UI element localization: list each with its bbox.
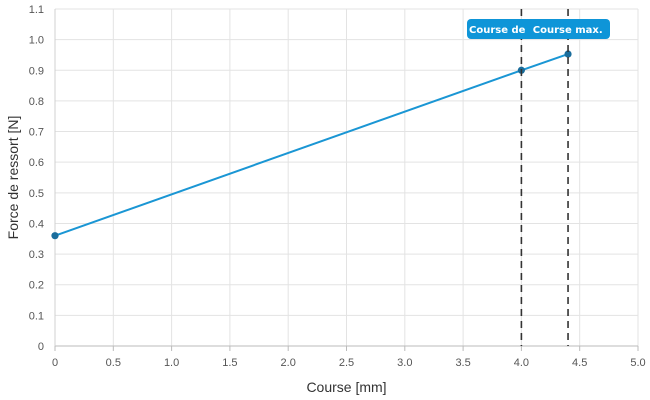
y-tick-label: 0	[38, 341, 44, 353]
y-tick-label: 0.3	[29, 249, 44, 261]
y-tick-label: 0.9	[29, 65, 44, 77]
x-tick-label: 0.5	[106, 357, 121, 369]
data-point	[51, 232, 59, 240]
y-tick-label: 0.7	[29, 127, 44, 139]
y-tick-label: 0.2	[29, 280, 44, 292]
y-tick-label: 0.1	[29, 310, 44, 322]
y-axis-title: Force de ressort [N]	[5, 116, 21, 240]
y-tick-label: 1.0	[29, 35, 44, 47]
x-tick-label: 1.0	[164, 357, 179, 369]
x-tick-label: 0	[52, 357, 58, 369]
x-tick-label: 3.0	[397, 357, 412, 369]
y-tick-label: 0.8	[29, 96, 44, 108]
x-tick-label: 3.5	[455, 357, 470, 369]
marker-label-text: Course max.	[533, 25, 603, 36]
axes: 0 0.5 1.0 1.5 2.0 2.5 3.0 3.5 4.0 4.5 5.0 0 0.1 0.2 0.…	[29, 4, 646, 369]
x-tick-label: 4.0	[514, 357, 529, 369]
x-tick-label: 5.0	[630, 357, 645, 369]
data-point	[564, 50, 572, 58]
series	[51, 50, 572, 240]
x-tick-label: 4.5	[572, 357, 587, 369]
y-tick-label: 0.6	[29, 157, 44, 169]
x-axis-title: Course [mm]	[306, 379, 386, 395]
marker-label-text: Course de	[469, 25, 526, 36]
y-tick-label: 1.1	[29, 4, 44, 16]
series-line	[54, 53, 569, 237]
vertical-markers: Course de Course max.	[467, 9, 610, 346]
y-tick-label: 0.4	[29, 218, 44, 230]
x-tick-label: 1.5	[222, 357, 237, 369]
marker-label-badge	[467, 19, 610, 39]
y-tick-label: 0.5	[29, 188, 44, 200]
x-tick-label: 2.0	[281, 357, 296, 369]
x-tick-label: 2.5	[339, 357, 354, 369]
